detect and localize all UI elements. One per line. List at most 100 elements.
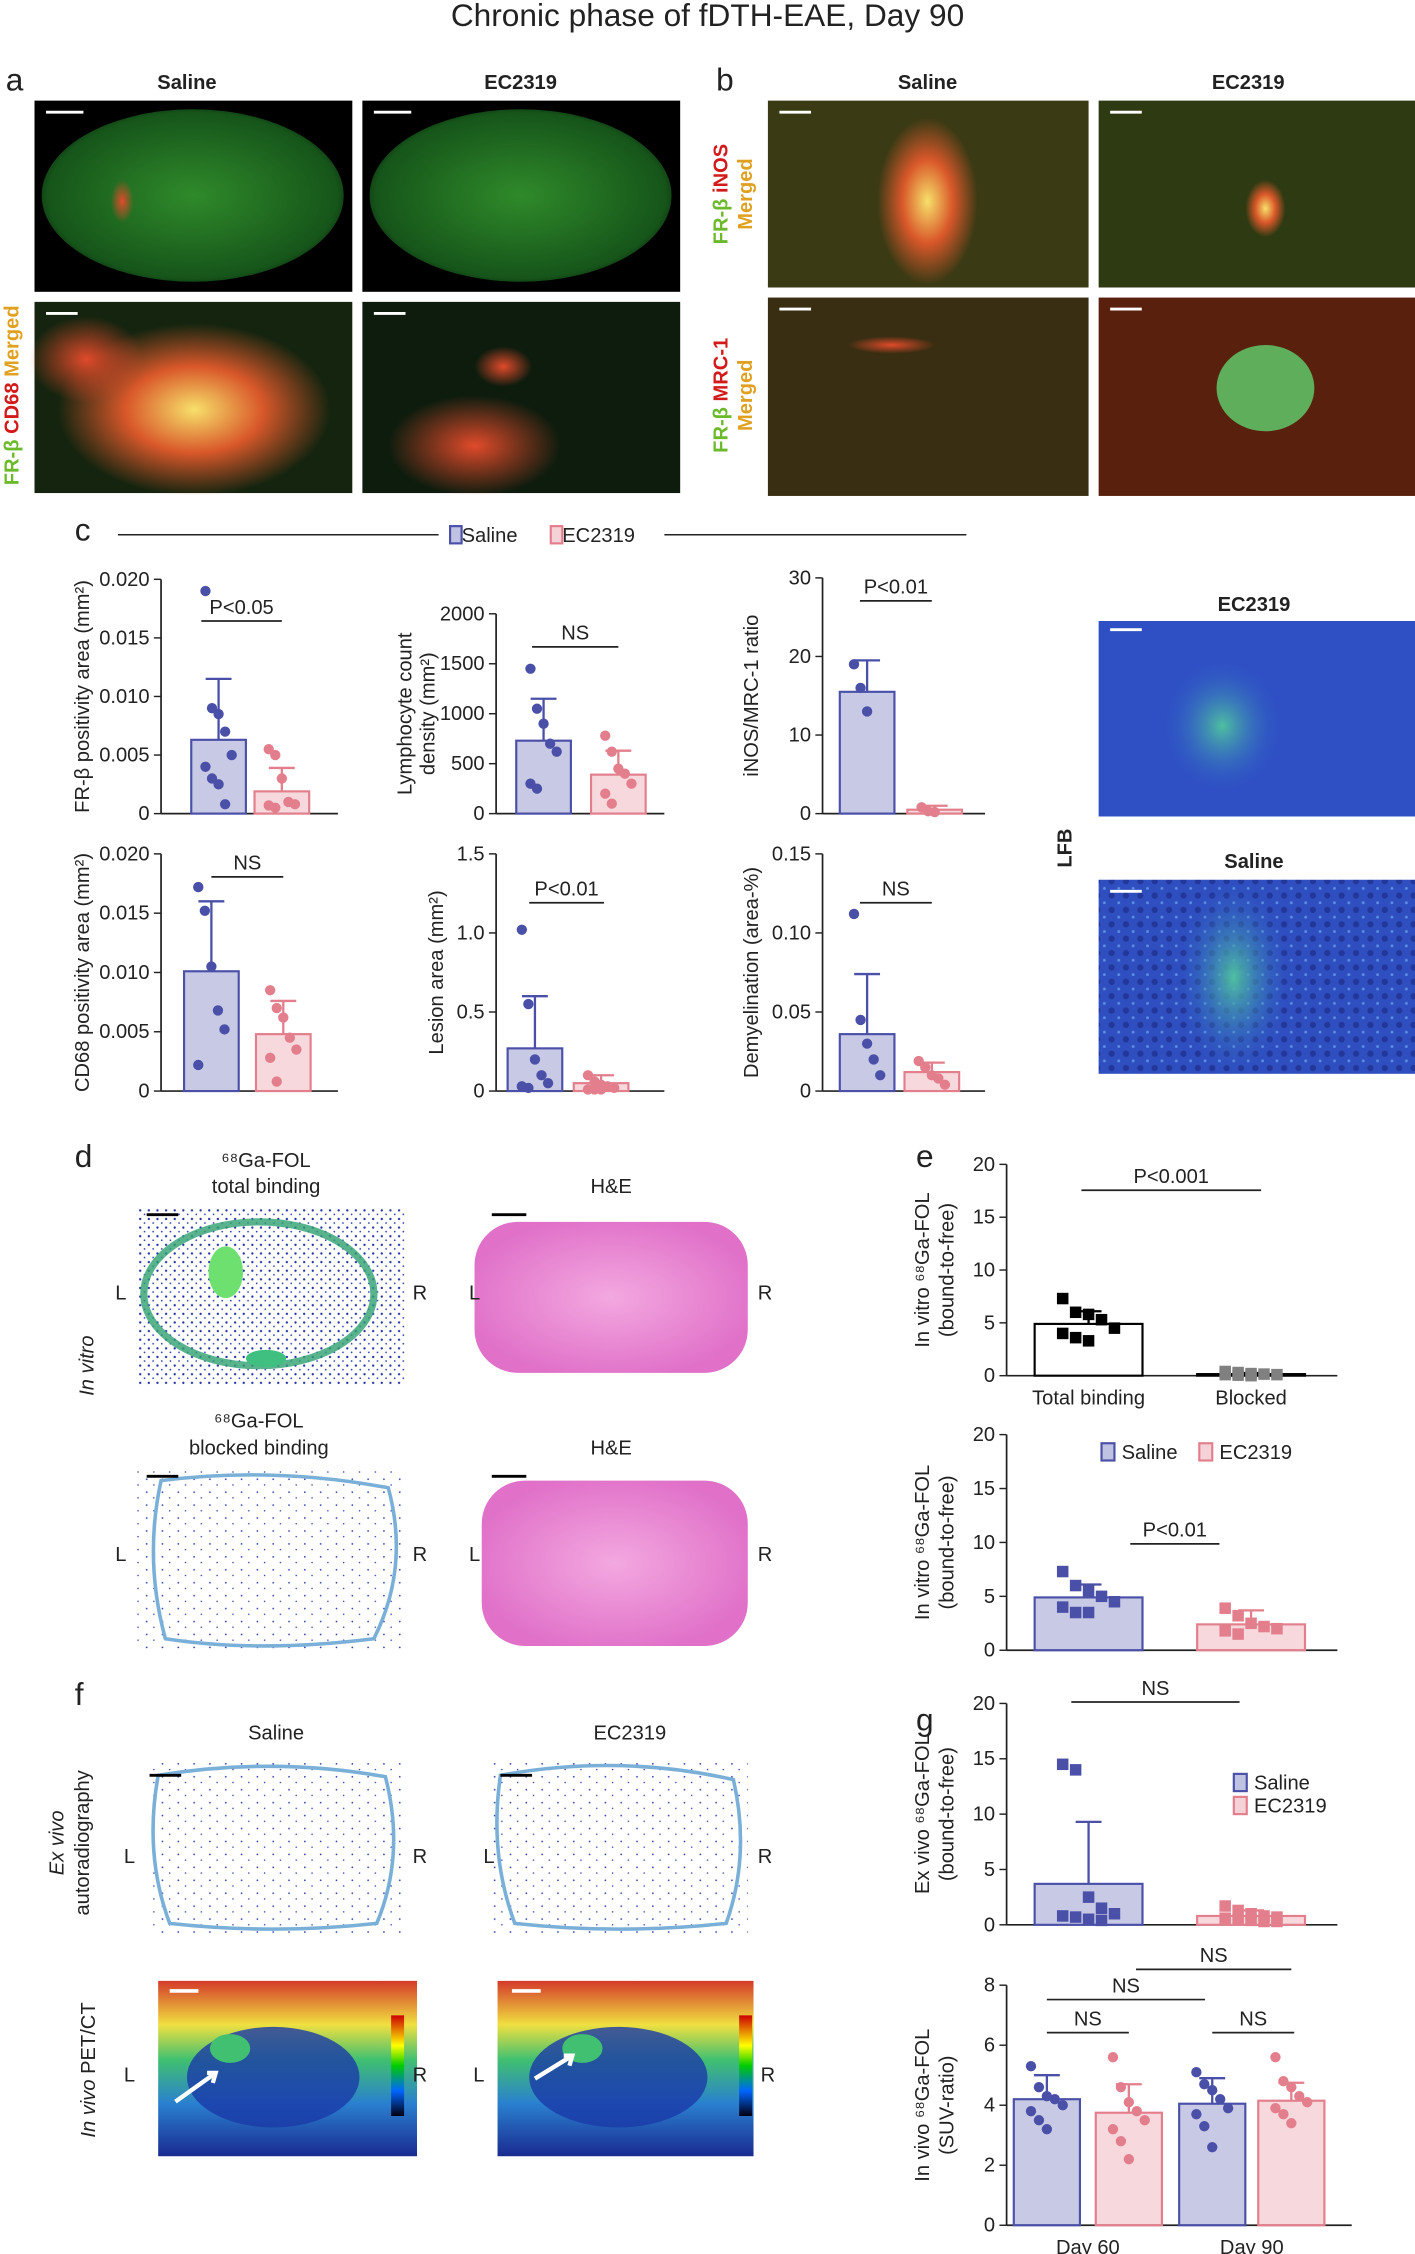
row-label: autoradiography bbox=[72, 1769, 94, 1915]
data-point bbox=[875, 1070, 886, 1081]
significance-label: NS bbox=[233, 853, 261, 875]
data-point bbox=[1219, 1368, 1231, 1381]
data-point bbox=[193, 1059, 204, 1071]
data-point bbox=[1082, 1913, 1095, 1926]
data-point bbox=[1286, 2082, 1297, 2093]
row-label: Merged bbox=[735, 158, 757, 230]
row-label: In vitro bbox=[76, 1335, 98, 1395]
data-point bbox=[595, 1084, 607, 1095]
data-point bbox=[1115, 2136, 1127, 2147]
data-point bbox=[1056, 1292, 1069, 1305]
data-point bbox=[920, 1062, 931, 1073]
data-point bbox=[284, 1032, 296, 1043]
panel-letter: b bbox=[716, 62, 734, 98]
data-point bbox=[1108, 1907, 1121, 1920]
data-point bbox=[219, 799, 231, 810]
data-point bbox=[1082, 1308, 1095, 1321]
row-label: FR-β MRC-1 bbox=[711, 338, 733, 453]
data-point bbox=[1219, 1900, 1231, 1912]
side-label: R bbox=[758, 1544, 773, 1566]
data-point bbox=[600, 788, 611, 799]
data-point bbox=[626, 778, 637, 789]
data-point bbox=[278, 1012, 289, 1023]
column-title: Saline bbox=[157, 72, 216, 94]
data-point bbox=[1056, 1565, 1069, 1578]
column-title: Saline bbox=[248, 1722, 304, 1744]
data-point bbox=[609, 1082, 620, 1094]
column-title: EC2319 bbox=[484, 72, 557, 94]
data-point bbox=[531, 703, 543, 714]
ex-vivo-images bbox=[148, 1760, 754, 2157]
data-point bbox=[213, 708, 224, 720]
stain-label: MRC-1 bbox=[711, 338, 733, 402]
data-point bbox=[1069, 1579, 1082, 1592]
data-point bbox=[1115, 2082, 1127, 2093]
error-bar bbox=[1075, 1820, 1102, 1884]
image-title: ⁶⁸Ga-FOL bbox=[221, 1150, 310, 1172]
y-tick-label: 2 bbox=[984, 2155, 995, 2177]
data-point bbox=[1082, 1585, 1095, 1597]
y-tick-label: 0 bbox=[138, 803, 149, 825]
x-tick-label: Blocked bbox=[1215, 1387, 1287, 1409]
lfb-images bbox=[1098, 621, 1415, 1074]
figure-title: Chronic phase of fDTH-EAE, Day 90 bbox=[451, 0, 964, 33]
data-point bbox=[529, 1054, 541, 1065]
panel-letter: e bbox=[916, 1138, 934, 1174]
y-tick-label: 2000 bbox=[440, 603, 485, 625]
data-point bbox=[1056, 1910, 1069, 1922]
y-tick-label: 20 bbox=[973, 1693, 995, 1715]
side-label: L bbox=[469, 1283, 480, 1305]
data-point bbox=[1123, 2154, 1135, 2165]
data-point bbox=[200, 761, 211, 772]
data-point bbox=[1025, 2061, 1037, 2072]
data-point bbox=[1232, 1904, 1244, 1917]
data-point bbox=[1245, 1369, 1257, 1382]
data-point bbox=[1056, 1758, 1069, 1771]
y-tick-label: 1000 bbox=[440, 703, 485, 725]
y-tick-label: 0 bbox=[473, 1081, 484, 1103]
data-point bbox=[861, 1038, 873, 1049]
legend-swatch bbox=[1100, 1442, 1116, 1462]
data-point bbox=[855, 1014, 866, 1026]
autoradiography-images bbox=[136, 1207, 748, 1651]
bar bbox=[182, 970, 240, 1093]
stain-label: iNOS bbox=[711, 144, 733, 193]
data-point bbox=[600, 730, 611, 741]
y-axis-label: (bound-to-free) bbox=[936, 1203, 958, 1337]
panel-letter: f bbox=[75, 1676, 84, 1712]
bar bbox=[838, 1033, 896, 1093]
y-tick-label: 0.05 bbox=[772, 1001, 811, 1023]
data-point bbox=[193, 881, 204, 893]
y-axis-label: Demyelination (area-%) bbox=[741, 867, 763, 1078]
y-axis-label: CD68 positivity area (mm²) bbox=[72, 853, 94, 1092]
y-tick-label: 10 bbox=[973, 1804, 995, 1826]
micrographs-b bbox=[767, 100, 1415, 496]
y-tick-label: 20 bbox=[789, 646, 811, 668]
micrographs-a bbox=[28, 100, 681, 496]
y-tick-label: 500 bbox=[451, 753, 485, 775]
image-title: blocked binding bbox=[189, 1438, 329, 1460]
data-point bbox=[1278, 2076, 1289, 2087]
significance-label: P<0.001 bbox=[1134, 1166, 1209, 1188]
stain-label: FR-β bbox=[2, 439, 24, 485]
legend-label: EC2319 bbox=[1219, 1442, 1292, 1464]
data-point bbox=[270, 802, 281, 813]
y-tick-label: 20 bbox=[973, 1424, 995, 1446]
bar bbox=[1178, 2102, 1247, 2227]
y-tick-label: 8 bbox=[984, 1975, 995, 1997]
y-tick-label: 5 bbox=[984, 1586, 995, 1608]
y-axis-label: In vitro ⁶⁸Ga-FOL bbox=[912, 1465, 934, 1620]
y-tick-label: 0 bbox=[473, 803, 484, 825]
legend-label: EC2319 bbox=[562, 525, 635, 547]
data-point bbox=[264, 1052, 276, 1064]
y-axis-label: In vitro ⁶⁸Ga-FOL bbox=[912, 1192, 934, 1347]
legend: Saline EC2319 bbox=[449, 525, 635, 547]
data-point bbox=[1069, 1764, 1082, 1776]
legend-swatch bbox=[449, 525, 463, 545]
data-point bbox=[1215, 2094, 1226, 2105]
data-point bbox=[1108, 1595, 1121, 1608]
row-label: In vivo PET/CT bbox=[78, 2002, 100, 2137]
data-point bbox=[1271, 1622, 1283, 1635]
data-point bbox=[1057, 2100, 1068, 2111]
stain-label: CD68 bbox=[2, 382, 24, 433]
